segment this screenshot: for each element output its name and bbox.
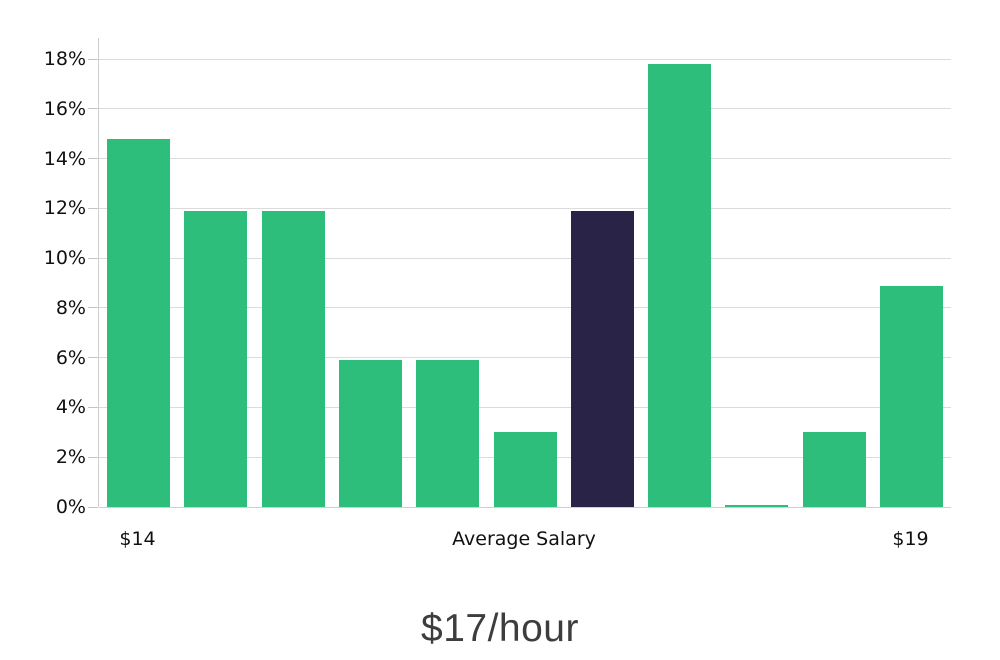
x-axis-baseline: [99, 506, 951, 508]
gridline-8%: [99, 307, 951, 309]
plot-area: [88, 38, 951, 508]
gridline-10%: [99, 257, 951, 259]
y-tick-label-12%: 12%: [43, 197, 86, 220]
y-tick-label-18%: 18%: [43, 48, 86, 71]
bar: [338, 360, 402, 507]
y-tick-label-8%: 8%: [55, 296, 86, 319]
y-tick-label-6%: 6%: [55, 346, 86, 369]
gridline-6%: [99, 357, 951, 359]
y-tick-mark-4%: [88, 406, 98, 408]
bar: [107, 138, 170, 507]
y-tick-mark-6%: [88, 357, 98, 359]
y-tick-mark-10%: [88, 257, 98, 259]
y-tick-mark-14%: [88, 158, 98, 160]
highlighted-bar: [570, 210, 634, 507]
y-tick-label-16%: 16%: [43, 97, 86, 120]
bar: [725, 504, 789, 507]
y-tick-label-10%: 10%: [43, 247, 86, 270]
y-tick-mark-2%: [88, 456, 98, 458]
bar: [802, 432, 866, 507]
y-axis: 0% 2% 4% 6% 8% 10% 12% 14% 16% 18%: [0, 38, 86, 518]
y-tick-label-0%: 0%: [55, 496, 86, 518]
y-tick-mark-0%: [88, 506, 98, 508]
gridline-4%: [99, 406, 951, 408]
bar: [648, 64, 712, 507]
gridline-16%: [99, 108, 951, 110]
gridline-18%: [99, 58, 951, 60]
bar: [416, 360, 480, 507]
y-tick-label-14%: 14%: [43, 147, 86, 170]
gridline-14%: [99, 158, 951, 160]
bar: [261, 210, 325, 507]
x-tick-label--19: $19: [892, 528, 929, 550]
chart-title: $17/hour: [421, 607, 579, 650]
y-tick-mark-12%: [88, 207, 98, 209]
y-tick-label-2%: 2%: [55, 446, 86, 469]
gridline-12%: [99, 207, 951, 209]
y-tick-mark-16%: [88, 108, 98, 110]
bar: [184, 210, 248, 507]
y-tick-mark-8%: [88, 307, 98, 309]
x-axis: $14 Average Salary $19: [98, 526, 950, 556]
bar: [880, 285, 943, 507]
bar: [493, 432, 557, 507]
y-tick-label-4%: 4%: [55, 396, 86, 419]
x-tick-label--14: $14: [119, 528, 156, 550]
x-tick-label-average-salary: Average Salary: [452, 528, 596, 550]
y-tick-mark-18%: [88, 58, 98, 60]
